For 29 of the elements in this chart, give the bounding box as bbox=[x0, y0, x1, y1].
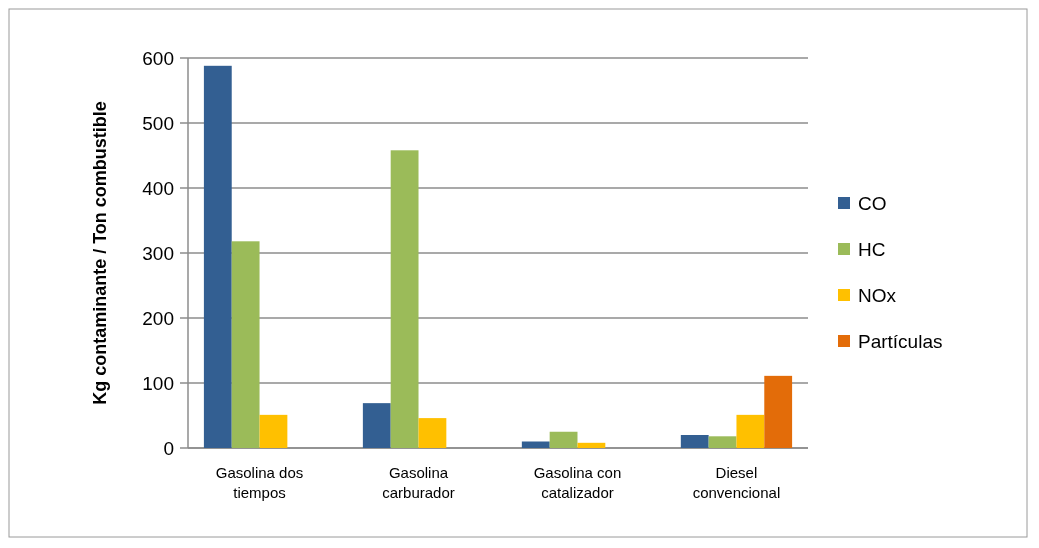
x-tick-label: Gasolina carburador bbox=[382, 464, 455, 501]
y-tick-label: 500 bbox=[142, 112, 174, 134]
legend-label: Partículas bbox=[858, 330, 943, 352]
bar bbox=[203, 65, 232, 448]
y-tick-label: 200 bbox=[142, 307, 174, 329]
bar bbox=[418, 418, 447, 448]
bar bbox=[231, 241, 260, 448]
x-tick-label: Diesel convencional bbox=[692, 464, 781, 501]
x-tick-label: Gasolina dos tiempos bbox=[215, 464, 304, 501]
bar bbox=[521, 441, 550, 448]
bar bbox=[362, 403, 391, 448]
bar bbox=[736, 414, 765, 448]
y-axis-title: Kg contaminante / Ton combustible bbox=[90, 101, 110, 405]
legend-label: CO bbox=[858, 192, 887, 214]
legend-label: NOx bbox=[858, 284, 897, 306]
bar bbox=[549, 431, 578, 448]
y-tick-label: 600 bbox=[142, 47, 174, 69]
x-tick-label: Gasolina con catalizador bbox=[533, 464, 622, 501]
legend-label: HC bbox=[858, 238, 886, 260]
y-tick-label: 100 bbox=[142, 372, 174, 394]
bar bbox=[680, 435, 709, 448]
y-tick-label: 300 bbox=[142, 242, 174, 264]
bar bbox=[259, 414, 288, 448]
bar bbox=[577, 442, 606, 448]
bar bbox=[390, 150, 419, 448]
y-tick-label: 0 bbox=[163, 437, 174, 459]
bar bbox=[708, 436, 737, 448]
bar bbox=[764, 375, 793, 448]
y-tick-label: 400 bbox=[142, 177, 174, 199]
